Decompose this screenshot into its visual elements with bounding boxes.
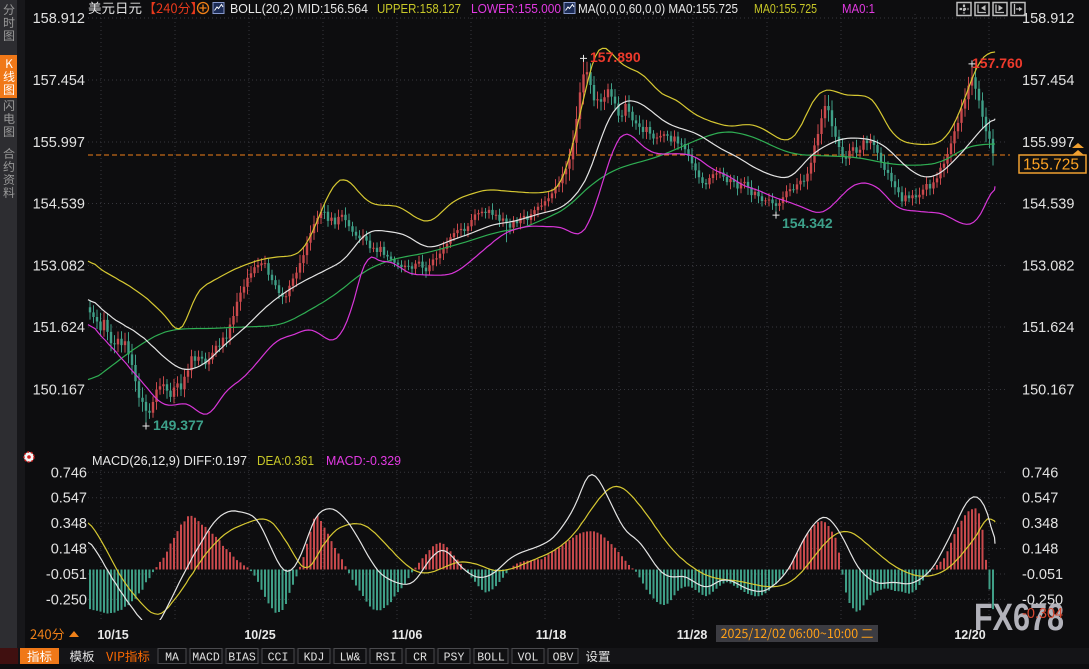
svg-text:150.167: 150.167 [33, 383, 85, 399]
svg-text:MA(0,0,0,60,0,0) MA0:155.725: MA(0,0,0,60,0,0) MA0:155.725 [578, 1, 738, 16]
svg-text:0.348: 0.348 [1022, 516, 1058, 532]
svg-text:154.539: 154.539 [1022, 197, 1074, 213]
svg-text:10/15: 10/15 [97, 628, 128, 642]
svg-text:154.539: 154.539 [33, 197, 85, 213]
svg-text:VOL: VOL [518, 652, 539, 665]
svg-text:OBV: OBV [553, 652, 574, 665]
svg-text:150.167: 150.167 [1022, 383, 1074, 399]
svg-text:0.148: 0.148 [51, 542, 87, 558]
svg-text:KDJ: KDJ [304, 652, 325, 665]
svg-text:RSI: RSI [376, 652, 397, 665]
svg-text:-0.250: -0.250 [46, 592, 87, 608]
svg-text:LOWER:155.000: LOWER:155.000 [471, 1, 561, 16]
svg-text:UPPER:158.127: UPPER:158.127 [377, 1, 461, 16]
svg-text:MACD(26,12,9) DIFF:0.197: MACD(26,12,9) DIFF:0.197 [92, 453, 247, 468]
svg-text:155.997: 155.997 [1022, 135, 1074, 151]
svg-text:10/25: 10/25 [244, 628, 275, 642]
svg-text:158.912: 158.912 [33, 11, 85, 27]
svg-text:PSY: PSY [444, 652, 465, 665]
svg-text:-0.304: -0.304 [1022, 606, 1063, 622]
svg-text:157.454: 157.454 [33, 73, 85, 89]
svg-text:11/18: 11/18 [536, 628, 567, 642]
svg-text:MACD:-0.329: MACD:-0.329 [326, 453, 401, 468]
svg-text:155.997: 155.997 [33, 135, 85, 151]
svg-text:FX678: FX678 [974, 597, 1064, 639]
svg-text:-0.051: -0.051 [46, 567, 87, 583]
svg-text:158.912: 158.912 [1022, 11, 1074, 27]
svg-text:CCI: CCI [268, 652, 289, 665]
svg-text:157.760: 157.760 [972, 55, 1023, 71]
svg-text:MACD: MACD [192, 652, 220, 665]
svg-text:BIAS: BIAS [228, 652, 256, 665]
svg-text:149.377: 149.377 [153, 417, 204, 433]
svg-text:0.348: 0.348 [51, 516, 87, 532]
svg-text:153.082: 153.082 [33, 259, 85, 275]
svg-text:MA0:155.725: MA0:155.725 [754, 1, 817, 16]
svg-text:154.342: 154.342 [782, 215, 833, 231]
svg-text:153.082: 153.082 [1022, 259, 1074, 275]
svg-text:CR: CR [413, 652, 427, 665]
svg-text:LW&: LW& [340, 652, 361, 665]
svg-text:BOLL: BOLL [477, 652, 505, 665]
svg-text:151.624: 151.624 [33, 320, 85, 336]
svg-text:MA: MA [165, 652, 179, 665]
svg-text:11/28: 11/28 [677, 628, 708, 642]
svg-text:0.148: 0.148 [1022, 542, 1058, 558]
svg-text:157.890: 157.890 [590, 49, 641, 65]
svg-text:0.547: 0.547 [1022, 491, 1058, 507]
svg-text:0.746: 0.746 [51, 465, 87, 481]
svg-text:0.547: 0.547 [51, 491, 87, 507]
svg-text:157.454: 157.454 [1022, 73, 1074, 89]
svg-text:DEA:0.361: DEA:0.361 [257, 453, 314, 468]
svg-text:-0.051: -0.051 [1022, 567, 1063, 583]
svg-text:-0.250: -0.250 [1022, 592, 1063, 608]
svg-text:BOLL(20,2) MID:156.564: BOLL(20,2) MID:156.564 [230, 1, 368, 16]
svg-text:151.624: 151.624 [1022, 320, 1074, 336]
svg-text:MA0:1: MA0:1 [842, 1, 875, 16]
svg-text:0.746: 0.746 [1022, 465, 1058, 481]
svg-text:155.725: 155.725 [1023, 157, 1079, 174]
svg-text:11/06: 11/06 [392, 628, 423, 642]
svg-text:12/20: 12/20 [954, 628, 985, 642]
